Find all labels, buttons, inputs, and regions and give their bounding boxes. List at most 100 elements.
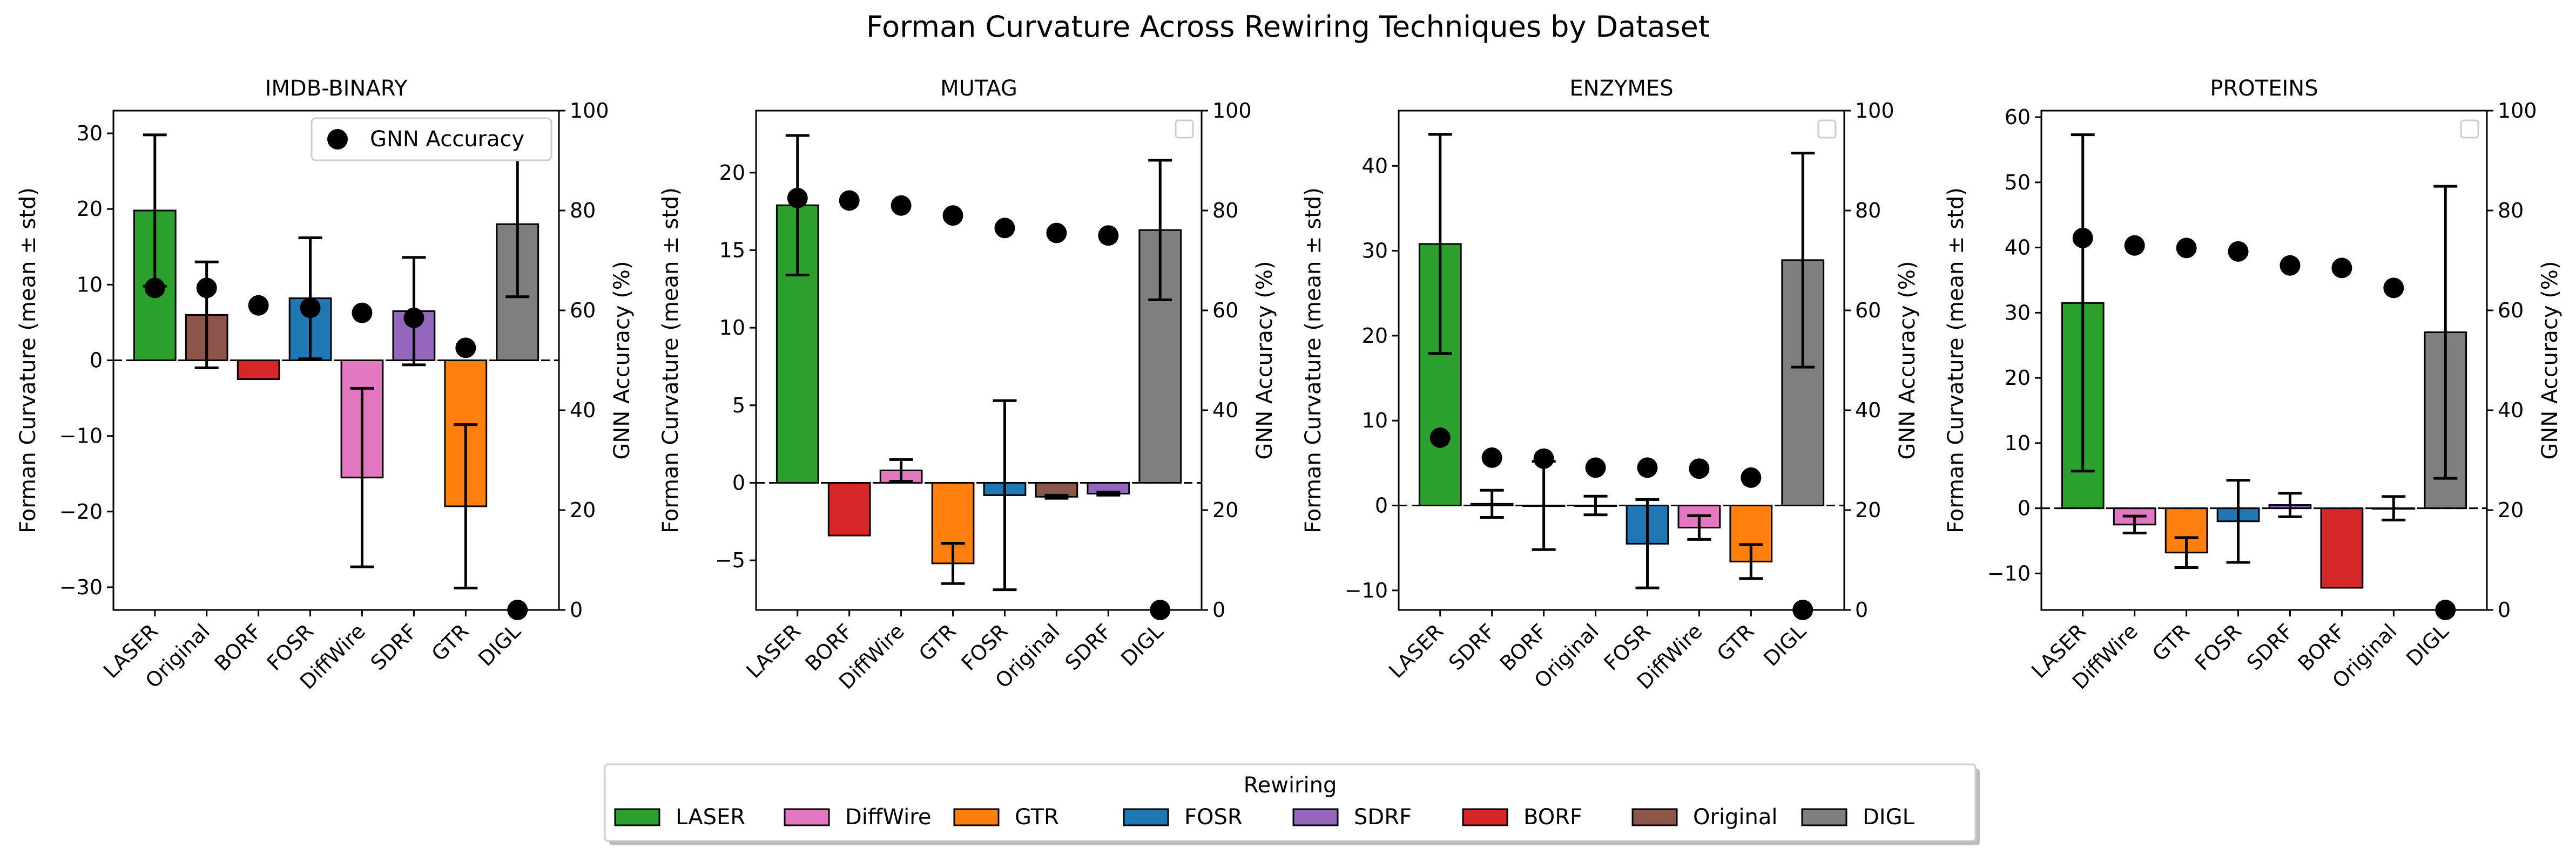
x-tick-label: GTR	[1712, 619, 1759, 666]
empty-legend-box	[2460, 119, 2479, 139]
legend-label: BORF	[1523, 805, 1582, 830]
legend-label: LASER	[676, 805, 745, 830]
accuracy-legend-label: GNN Accuracy	[370, 127, 524, 152]
y2-tick-label: 40	[1855, 398, 1881, 422]
error-bar-original	[1583, 494, 1608, 517]
legend-label: FOSR	[1184, 805, 1243, 830]
legend-label: SDRF	[1354, 805, 1412, 830]
y2-tick-label: 80	[1855, 199, 1881, 222]
y-tick-label: 10	[77, 273, 103, 296]
y2-axis-label: GNN Accuracy (%)	[1252, 261, 1277, 459]
legend-item-fosr: FOSR	[1123, 805, 1243, 830]
y-tick-label: 40	[1362, 154, 1388, 178]
error-bar-fosr	[993, 399, 1017, 592]
y-tick-label: 20	[77, 197, 103, 221]
error-bar-gtr	[1739, 543, 1763, 580]
error-bar-sdrf	[2278, 492, 2302, 518]
error-bar-gtr	[941, 541, 965, 585]
y-tick-label: 40	[2005, 236, 2031, 260]
chart-panels: −30−20−100102030020406080100LASEROrigina…	[16, 76, 2562, 694]
legend-label: Original	[1693, 805, 1778, 830]
y2-axis-label: GNN Accuracy (%)	[1895, 261, 1920, 459]
y2-tick-label: 100	[1855, 99, 1894, 123]
error-bar-gtr	[454, 423, 478, 589]
y-axis-label: Forman Curvature (mean ± std)	[1944, 187, 1968, 533]
error-bar-sdrf	[1480, 488, 1504, 519]
y2-tick-label: 40	[1212, 398, 1238, 422]
x-tick-label: LASER	[741, 619, 805, 683]
error-bar-sdrf	[1096, 491, 1121, 497]
error-bar-digl	[2433, 185, 2458, 480]
accuracy-point-sdrf	[1481, 447, 1502, 468]
accuracy-point-borf	[839, 190, 860, 211]
chart-panel-2: −10010203040020406080100LASERSDRFBORFOri…	[1301, 76, 1920, 694]
y-tick-label: 15	[719, 239, 745, 262]
y2-axis-label: GNN Accuracy (%)	[610, 261, 635, 459]
legend-item-gtr: GTR	[953, 805, 1059, 830]
y-tick-label: 10	[2005, 431, 2031, 455]
accuracy-point-sdrf	[1098, 225, 1119, 246]
y-tick-label: 5	[732, 393, 745, 417]
x-tick-label: DIGL	[1116, 619, 1168, 671]
legend-item-borf: BORF	[1462, 805, 1582, 830]
error-bar-original	[2382, 495, 2406, 521]
y2-tick-label: 20	[570, 498, 596, 522]
accuracy-point-laser	[2072, 227, 2093, 248]
panel-title: PROTEINS	[2210, 76, 2318, 101]
accuracy-point-gtr	[2176, 238, 2197, 259]
legend-item-laser: LASER	[614, 805, 745, 830]
y2-tick-label: 100	[570, 99, 609, 123]
y2-tick-label: 100	[1212, 99, 1252, 123]
panel-title: MUTAG	[940, 76, 1017, 101]
y-tick-label: 50	[2005, 171, 2031, 194]
y-tick-label: 10	[719, 316, 745, 340]
y2-tick-label: 60	[570, 298, 596, 322]
x-tick-label: SDRF	[1061, 619, 1116, 675]
y2-tick-label: 40	[2498, 398, 2524, 422]
legend-title: Rewiring	[1244, 773, 1337, 798]
y2-tick-label: 0	[1855, 598, 1868, 622]
legend-item-sdrf: SDRF	[1292, 805, 1412, 830]
error-bar-digl	[1148, 159, 1172, 301]
accuracy-point-fosr	[300, 297, 321, 318]
accuracy-point-diffwire	[891, 195, 912, 216]
panel-title: IMDB-BINARY	[265, 76, 408, 101]
y2-tick-label: 60	[2498, 298, 2524, 322]
y-tick-label: 30	[1362, 239, 1388, 263]
legend-item-digl: DIGL	[1801, 805, 1915, 830]
y-tick-label: 30	[2005, 301, 2031, 324]
x-tick-label: SDRF	[366, 619, 422, 675]
axes-frame	[1398, 110, 1845, 611]
y2-tick-label: 60	[1855, 298, 1881, 322]
x-tick-label: GTR	[2148, 619, 2194, 666]
y-axis-label: Forman Curvature (mean ± std)	[16, 187, 41, 533]
y2-tick-label: 80	[2498, 199, 2524, 222]
error-bar-diffwire	[1687, 514, 1711, 541]
figure-title: Forman Curvature Across Rewiring Techniq…	[866, 10, 1710, 44]
y-tick-label: 0	[732, 471, 745, 494]
accuracy-point-original	[1046, 222, 1067, 243]
legend-label: DiffWire	[845, 805, 931, 830]
chart-panel-3: −100102030405060020406080100LASERDiffWir…	[1944, 76, 2562, 694]
x-tick-label: GTR	[914, 619, 961, 666]
x-tick-label: SDRF	[1444, 619, 1500, 675]
y2-tick-label: 0	[570, 598, 583, 622]
y-tick-label: 20	[719, 161, 745, 185]
bar-borf	[827, 481, 871, 537]
accuracy-legend-marker	[327, 129, 348, 150]
x-tick-label: SDRF	[2242, 619, 2298, 675]
error-bar-gtr	[2174, 536, 2199, 569]
y-tick-label: 30	[77, 121, 103, 145]
y-tick-label: −20	[59, 500, 103, 524]
y-tick-label: −10	[59, 424, 103, 448]
accuracy-legend: GNN Accuracy	[311, 117, 552, 161]
panel-title: ENZYMES	[1569, 76, 1673, 101]
y-tick-label: 20	[1362, 324, 1388, 348]
accuracy-point-laser	[787, 187, 808, 208]
accuracy-point-sdrf	[403, 307, 424, 328]
error-bar-diffwire	[2122, 514, 2147, 535]
accuracy-point-original	[1585, 457, 1606, 478]
legend-swatch	[953, 808, 1000, 826]
